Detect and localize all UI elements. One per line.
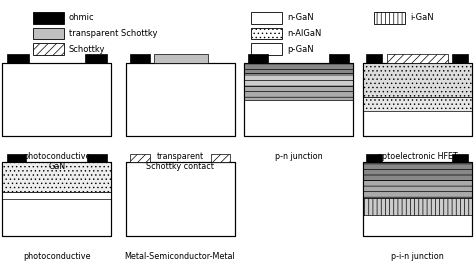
Bar: [2, 162, 111, 236]
Bar: [7, 54, 28, 63]
Bar: [2, 192, 111, 199]
Bar: [2, 63, 111, 136]
Bar: [452, 154, 468, 162]
Bar: [33, 12, 64, 24]
Bar: [363, 162, 472, 236]
Text: n-GaN: n-GaN: [287, 13, 313, 22]
Bar: [366, 154, 382, 162]
Bar: [2, 162, 111, 192]
Text: p-i-n junction: p-i-n junction: [391, 252, 444, 260]
Bar: [126, 162, 235, 236]
Bar: [85, 54, 107, 63]
Text: photoconductive
GaN: photoconductive GaN: [23, 152, 91, 171]
Text: Metal-Semiconductor-Metal: Metal-Semiconductor-Metal: [125, 252, 236, 260]
Bar: [2, 162, 111, 236]
Bar: [33, 43, 64, 55]
Bar: [130, 154, 150, 162]
Bar: [329, 54, 349, 63]
Bar: [251, 43, 282, 55]
Bar: [452, 54, 468, 63]
Bar: [366, 54, 382, 63]
Text: optoelectronic HFET: optoelectronic HFET: [377, 152, 457, 161]
Text: i-GaN: i-GaN: [410, 13, 434, 22]
Bar: [154, 54, 209, 63]
Bar: [244, 63, 353, 136]
Bar: [363, 97, 472, 111]
Text: ohmic: ohmic: [69, 13, 94, 22]
Text: p-n junction: p-n junction: [275, 152, 322, 161]
Bar: [33, 28, 64, 39]
Bar: [363, 162, 472, 236]
Bar: [363, 180, 472, 198]
Bar: [244, 73, 353, 86]
Bar: [244, 86, 353, 100]
Text: p-GaN: p-GaN: [287, 45, 313, 54]
Bar: [251, 12, 282, 24]
Bar: [2, 63, 111, 136]
Bar: [126, 162, 235, 236]
Bar: [126, 63, 235, 136]
Text: photoconductive
AlGaN: photoconductive AlGaN: [23, 252, 91, 262]
Bar: [248, 54, 268, 63]
Bar: [363, 198, 472, 215]
Bar: [244, 63, 353, 73]
Text: transparent
Schottky contact: transparent Schottky contact: [146, 152, 214, 171]
Bar: [251, 28, 282, 39]
Bar: [387, 54, 447, 63]
Bar: [87, 154, 107, 162]
Bar: [130, 54, 150, 63]
Bar: [363, 63, 472, 136]
Bar: [363, 63, 472, 136]
Bar: [126, 63, 235, 136]
Bar: [363, 63, 472, 97]
Bar: [210, 154, 230, 162]
Bar: [244, 63, 353, 136]
Bar: [7, 154, 27, 162]
Text: transparent Schottky: transparent Schottky: [69, 29, 157, 38]
Bar: [374, 12, 405, 24]
Bar: [363, 162, 472, 180]
Text: Schottky: Schottky: [69, 45, 105, 54]
Text: n-AlGaN: n-AlGaN: [287, 29, 321, 38]
